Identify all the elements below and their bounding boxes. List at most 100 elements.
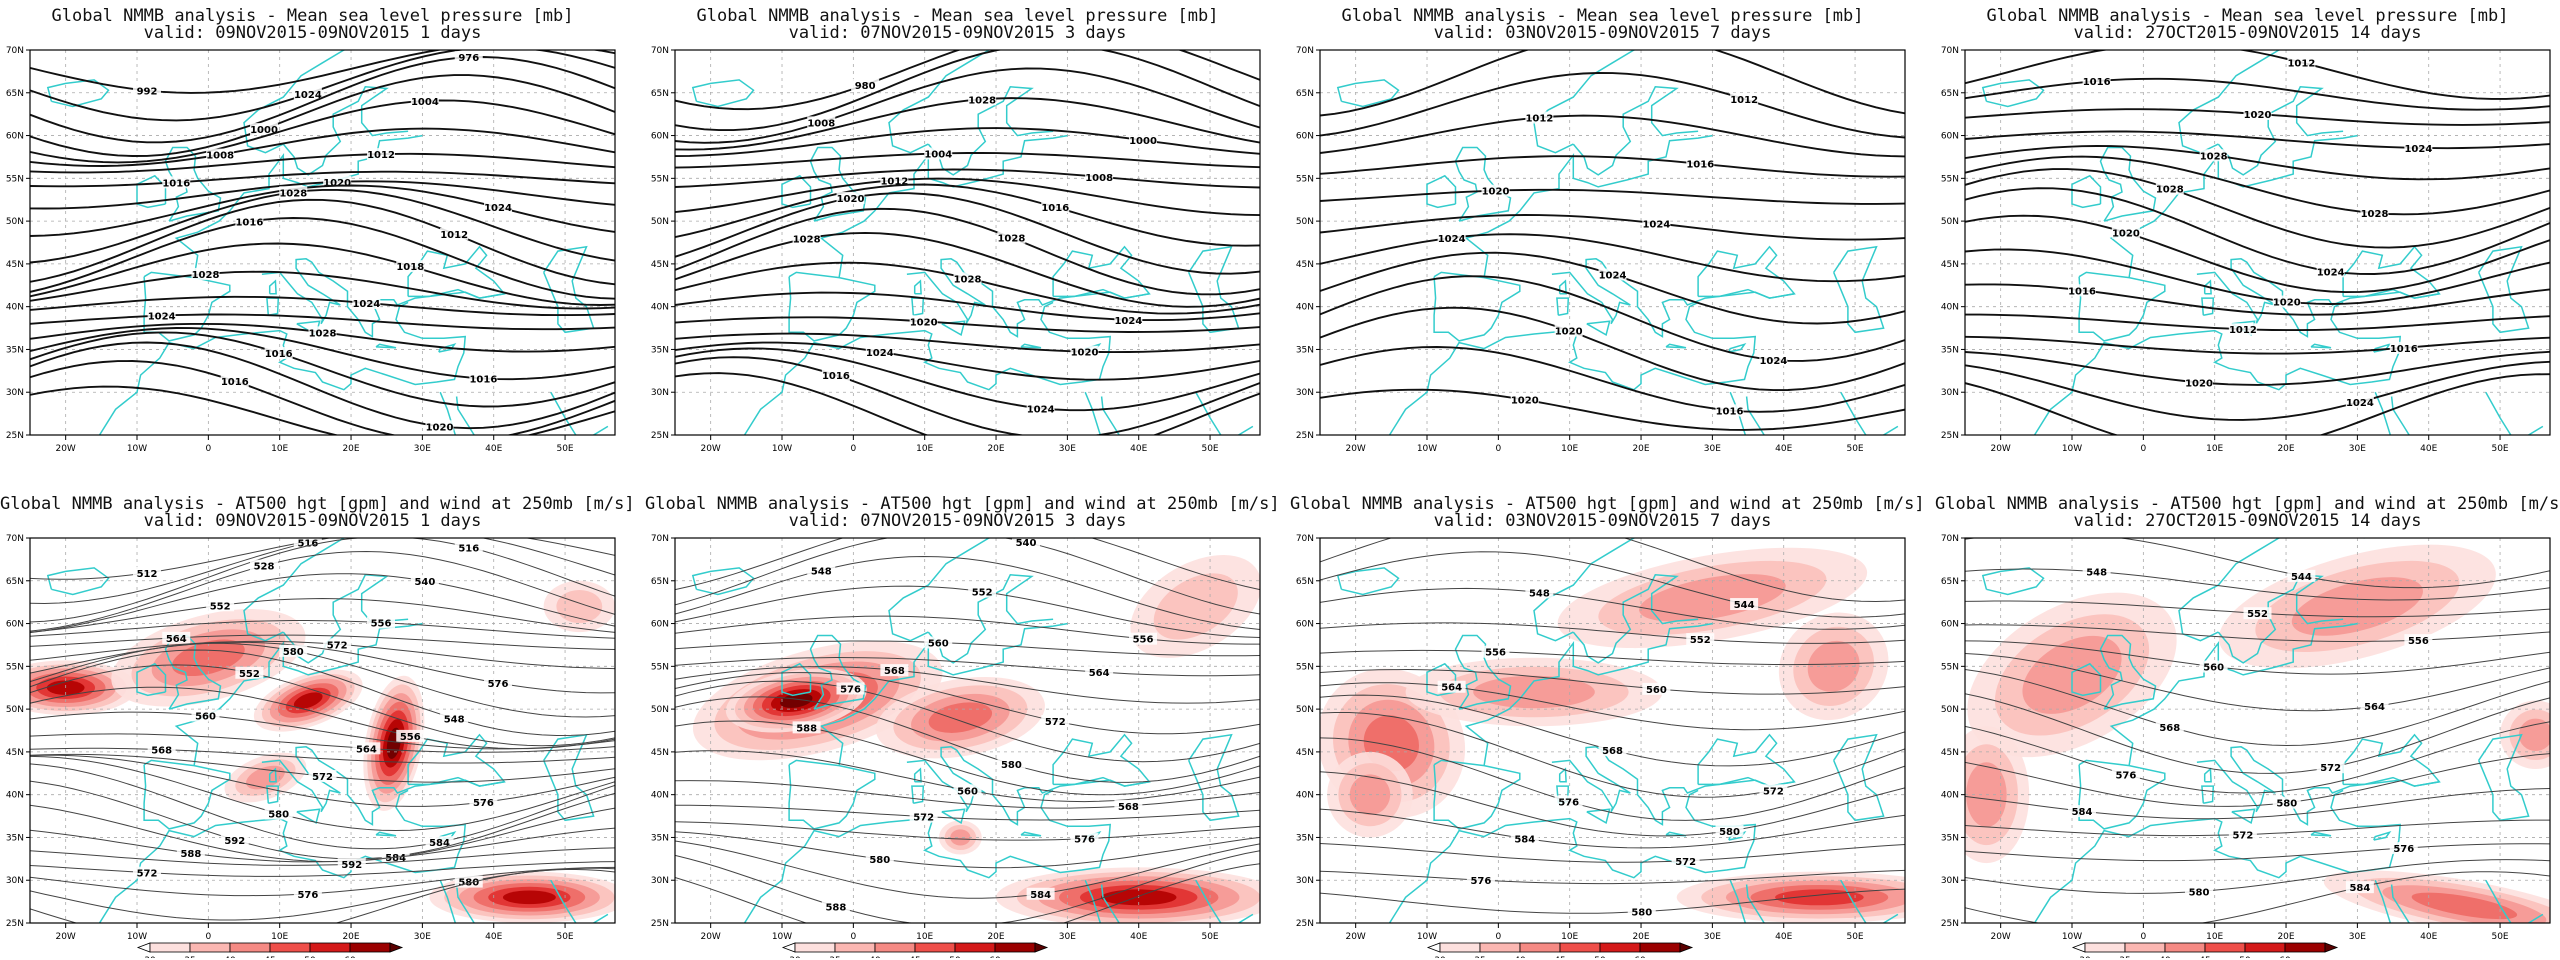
coastline (2485, 391, 2544, 435)
coastline (2033, 301, 2402, 435)
lon-tick-label: 50E (2491, 932, 2508, 942)
contour-label-bg (191, 267, 220, 280)
lat-tick-label: 45N (1296, 260, 1314, 270)
contour-line (675, 127, 1260, 158)
contour-label: 1024 (1438, 234, 1466, 245)
contour-line (1320, 72, 1905, 139)
contour-line (30, 50, 615, 122)
contour-label-bg (865, 852, 894, 865)
contour-line (30, 217, 615, 300)
coastlines (1336, 538, 1899, 923)
contour-label: 1012 (367, 150, 395, 161)
contour-line (675, 656, 1260, 677)
contour-label-bg (2068, 805, 2096, 818)
wind-jet-band (950, 829, 971, 846)
coastline (911, 785, 925, 804)
contour-label: 576 (1470, 876, 1491, 887)
contour-line (1965, 693, 2550, 774)
contour-line (1965, 248, 2550, 305)
contour-line (30, 733, 615, 753)
lat-lon-grid (1965, 50, 2550, 435)
panel-valid-period: valid: 03NOV2015-09NOV2015 7 days (1433, 511, 1772, 531)
coastline (743, 301, 1112, 435)
contour-line (675, 680, 1260, 763)
contour-line (675, 372, 1260, 435)
contour-label-bg (1627, 905, 1656, 918)
lat-tick-label: 50N (6, 217, 24, 227)
contour-label-bg (469, 796, 498, 809)
contour-label-bg (162, 631, 191, 644)
lon-tick-label: 0 (850, 444, 856, 454)
contour-label-bg (2404, 634, 2433, 647)
contour-line (675, 50, 1260, 132)
contour-line (30, 642, 615, 718)
contour-label: 580 (2276, 799, 2297, 810)
contour-line (30, 755, 615, 832)
contour-line (1320, 50, 1905, 117)
map-panel-mslp-2: Global NMMB analysis - Mean sea level pr… (645, 0, 1270, 470)
contour-label: 1028 (954, 274, 982, 285)
contour-label: 576 (1558, 798, 1579, 809)
wind-jet-band (556, 589, 603, 623)
coastline (941, 808, 966, 825)
lon-tick-label: 30E (1704, 932, 1721, 942)
coastline (1052, 245, 1151, 299)
contour-label: 1028 (997, 234, 1025, 245)
contour-label-bg (425, 836, 454, 849)
contour-line (30, 538, 615, 580)
lon-tick-label: 40E (1775, 932, 1792, 942)
wind-speed-shading (692, 555, 1260, 923)
coastline (375, 343, 397, 349)
panel-valid-period: valid: 27OCT2015-09NOV2015 14 days (2073, 23, 2422, 43)
colorbar-tick-label: 35 (184, 956, 195, 958)
coastline (2203, 767, 2212, 783)
coastline (906, 746, 1150, 826)
colorbar-bin (189, 942, 231, 953)
contour-label-bg (924, 636, 953, 649)
coastline (2390, 396, 2411, 435)
contour-label: 552 (972, 588, 993, 599)
contour-line (675, 50, 1260, 111)
contour-label-bg (367, 148, 395, 161)
lon-tick-label: 50E (1201, 444, 1218, 454)
contour-line (1965, 350, 2550, 386)
contour-label-bg (279, 644, 308, 657)
map-panel-at500-1: Global NMMB analysis - AT500 hgt [gpm] a… (0, 488, 635, 959)
lat-tick-label: 30N (1941, 388, 1959, 398)
coastline (1556, 297, 1570, 316)
coastline (438, 342, 457, 353)
lat-tick-label: 65N (1296, 577, 1314, 587)
contour-label: 992 (137, 87, 158, 98)
contour-label: 552 (210, 601, 231, 612)
contour-label: 1020 (2185, 378, 2213, 389)
contour-label: 512 (137, 569, 158, 580)
coastline (98, 301, 467, 435)
contour-line (675, 231, 1260, 308)
contour-line (30, 538, 615, 623)
contour-label: 980 (855, 81, 876, 92)
coastline (819, 622, 1068, 766)
contour-label: 1008 (206, 151, 234, 162)
contour-line (675, 152, 1260, 169)
lon-tick-label: 10W (127, 444, 147, 454)
contour-line (1320, 888, 1905, 914)
contour-label-bg (410, 94, 439, 107)
lon-tick-label: 0 (2140, 444, 2146, 454)
contour-label-bg (2360, 207, 2389, 220)
contour-label: 1016 (221, 377, 249, 388)
contour-line (1320, 275, 1905, 362)
contour-line (1965, 669, 2550, 747)
contour-label-bg (865, 345, 894, 358)
lat-tick-label: 50N (1941, 217, 1959, 227)
contour-label: 1016 (2390, 344, 2418, 355)
contour-label: 572 (1045, 717, 1066, 728)
lon-tick-label: 30E (414, 444, 431, 454)
contour-label-bg (1671, 854, 1700, 867)
coastline (1558, 279, 1567, 295)
coastline (1336, 567, 1400, 596)
coastline (2478, 245, 2530, 334)
contour-line (30, 868, 615, 923)
lat-tick-label: 45N (6, 260, 24, 270)
colorbar-bin (994, 942, 1036, 953)
map-panel-at500-3: Global NMMB analysis - AT500 hgt [gpm] a… (1290, 488, 1925, 959)
